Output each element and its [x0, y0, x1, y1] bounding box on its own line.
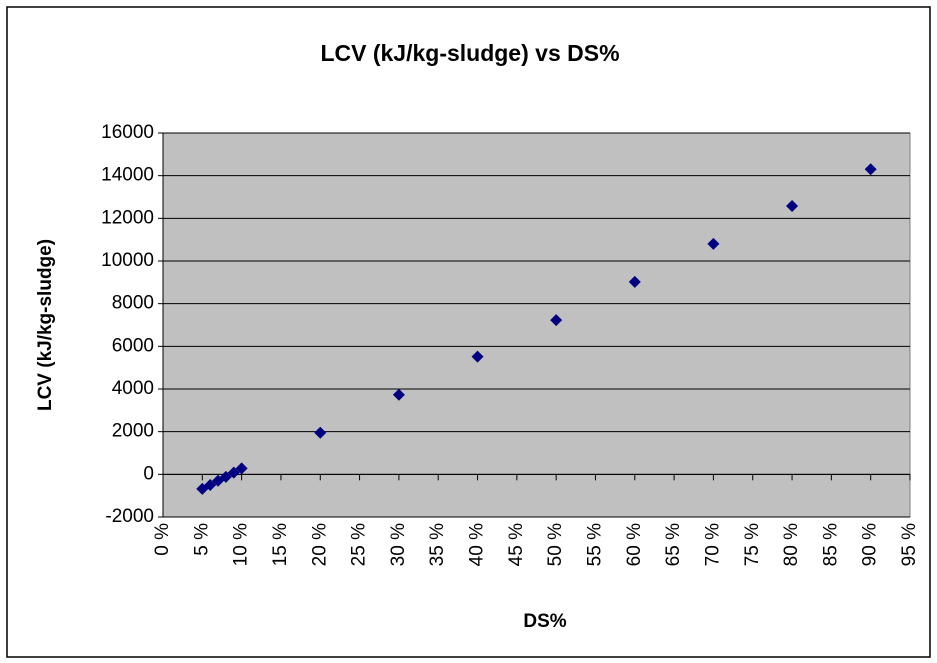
marker — [628, 275, 641, 288]
x-tick-label: 50 % — [545, 523, 566, 566]
x-tick-label: 55 % — [584, 523, 605, 566]
x-tick-label: 85 % — [820, 523, 841, 566]
y-tick-label: 2000 — [112, 421, 154, 442]
y-tick-label: 10000 — [101, 250, 154, 271]
marker — [786, 199, 799, 212]
marker — [392, 388, 405, 401]
y-tick-label: 4000 — [112, 378, 154, 399]
marker — [204, 479, 217, 491]
plot-area — [162, 132, 911, 518]
y-axis-label: LCV (kJ/kg-sludge) — [35, 239, 56, 411]
x-tick-label: 0 % — [152, 523, 173, 556]
y-tick-label: 14000 — [101, 165, 154, 186]
x-tick-label: 40 % — [467, 523, 488, 566]
y-tick-label: 0 — [143, 463, 154, 484]
y-tick-label: -2000 — [105, 506, 154, 527]
x-tick-label: 20 % — [309, 523, 330, 566]
x-tick-label: 60 % — [624, 523, 645, 566]
marker — [235, 462, 248, 475]
x-tick-label: 35 % — [427, 523, 448, 566]
marker — [219, 470, 232, 483]
x-tick-label: 75 % — [742, 523, 763, 566]
x-tick-label: 5 % — [191, 523, 212, 556]
x-tick-label: 30 % — [388, 523, 409, 566]
marker — [314, 426, 327, 439]
chart-title: LCV (kJ/kg-sludge) vs DS% — [320, 40, 619, 66]
x-tick-label: 90 % — [860, 523, 881, 566]
y-tick-label: 12000 — [101, 207, 154, 228]
x-tick-label: 25 % — [349, 523, 370, 566]
marker — [864, 163, 877, 176]
x-tick-label: 65 % — [663, 523, 684, 566]
x-tick-label: 80 % — [781, 523, 802, 566]
x-tick-label: 45 % — [506, 523, 527, 566]
marker — [227, 466, 240, 479]
y-tick-label: 16000 — [101, 122, 154, 143]
x-tick-label: 95 % — [899, 523, 920, 566]
y-tick-label: 6000 — [112, 335, 154, 356]
marker — [707, 237, 720, 250]
x-tick-label: 70 % — [702, 523, 723, 566]
x-tick-label: 15 % — [270, 523, 291, 566]
y-tick-label: 8000 — [112, 293, 154, 314]
x-tick-label: 10 % — [231, 523, 252, 566]
x-axis-label: DS% — [523, 611, 566, 632]
marker — [471, 350, 484, 363]
marker — [550, 314, 563, 327]
